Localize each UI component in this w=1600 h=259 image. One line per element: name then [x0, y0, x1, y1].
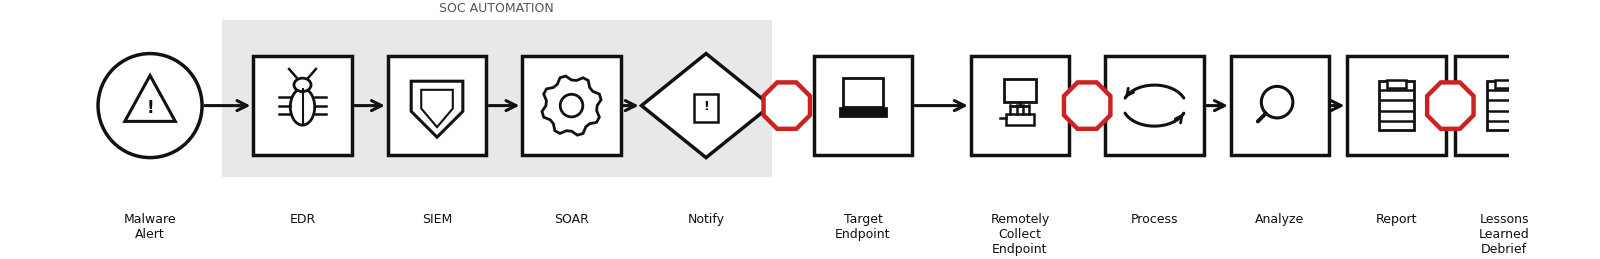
Text: SOC AUTOMATION: SOC AUTOMATION: [440, 2, 554, 15]
Text: SOAR: SOAR: [554, 213, 589, 226]
Bar: [387, 56, 486, 155]
Polygon shape: [1064, 82, 1110, 129]
Bar: [814, 56, 912, 155]
Bar: [694, 94, 718, 122]
Polygon shape: [763, 82, 810, 129]
Bar: [1494, 80, 1514, 88]
Ellipse shape: [1261, 86, 1293, 118]
Ellipse shape: [560, 94, 582, 117]
Text: Report: Report: [1376, 213, 1418, 226]
Polygon shape: [125, 75, 176, 121]
Polygon shape: [642, 54, 771, 158]
Text: Analyze: Analyze: [1256, 213, 1304, 226]
Bar: [843, 78, 883, 107]
Text: Notify: Notify: [688, 213, 725, 226]
Polygon shape: [1427, 82, 1474, 129]
Bar: [1454, 56, 1554, 155]
Text: !: !: [702, 100, 709, 113]
Text: SIEM: SIEM: [422, 213, 453, 226]
Bar: [971, 56, 1069, 155]
Bar: [1387, 80, 1406, 88]
Text: Remotely
Collect
Endpoint: Remotely Collect Endpoint: [990, 213, 1050, 256]
Polygon shape: [411, 81, 462, 137]
Ellipse shape: [294, 78, 310, 92]
Bar: [840, 107, 886, 116]
Bar: [1347, 56, 1446, 155]
Bar: [522, 56, 621, 155]
Polygon shape: [1006, 114, 1034, 125]
Text: Process: Process: [1131, 213, 1178, 226]
Bar: [1003, 79, 1037, 102]
Text: Target
Endpoint: Target Endpoint: [835, 213, 891, 241]
Bar: [1379, 81, 1414, 130]
Polygon shape: [542, 76, 602, 135]
Bar: [253, 56, 352, 155]
Ellipse shape: [98, 54, 202, 158]
Bar: [1486, 81, 1522, 130]
Text: !: !: [146, 99, 154, 117]
Text: Lessons
Learned
Debrief: Lessons Learned Debrief: [1478, 213, 1530, 256]
Text: Malware
Alert: Malware Alert: [123, 213, 176, 241]
Ellipse shape: [290, 89, 315, 125]
Text: EDR: EDR: [290, 213, 315, 226]
Polygon shape: [421, 90, 453, 127]
Bar: [1106, 56, 1203, 155]
Bar: [222, 19, 771, 177]
Bar: [1230, 56, 1330, 155]
